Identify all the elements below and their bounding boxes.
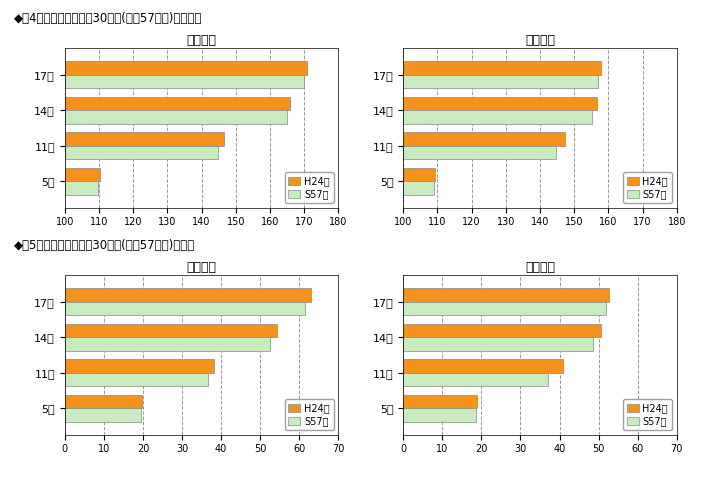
Bar [65, 110, 287, 124]
Bar [65, 337, 269, 351]
Bar [403, 395, 477, 408]
Bar [65, 408, 140, 422]
Bar [403, 302, 606, 315]
Bar [403, 61, 601, 75]
Legend: H24度, S57度: H24度, S57度 [284, 172, 333, 203]
Bar [403, 337, 593, 351]
Text: ◆围5　体重の平均値　30年前(昭和57年度)と比較: ◆围5 体重の平均値 30年前(昭和57年度)と比較 [14, 239, 196, 252]
Bar [403, 359, 563, 373]
Bar [65, 146, 218, 159]
Title: （男子）: （男子） [186, 261, 217, 274]
Text: ◆围4　身長の平均値　30年前(昭和57年度)との比較: ◆围4 身長の平均値 30年前(昭和57年度)との比較 [14, 12, 203, 25]
Bar [403, 373, 548, 386]
Legend: H24度, S57度: H24度, S57度 [623, 172, 672, 203]
Bar [403, 146, 557, 159]
Bar [65, 132, 224, 146]
Bar [403, 97, 597, 110]
Legend: H24度, S57度: H24度, S57度 [284, 399, 333, 430]
Bar [65, 181, 99, 195]
Bar [403, 110, 593, 124]
Bar [403, 408, 477, 422]
Bar [65, 168, 100, 181]
Bar [403, 324, 601, 337]
Text: （cm）: （cm） [650, 391, 677, 401]
Title: （男子）: （男子） [186, 34, 217, 47]
Bar [65, 61, 307, 75]
Bar [65, 75, 304, 88]
Bar [403, 75, 598, 88]
Text: （cm）: （cm） [312, 391, 338, 401]
Bar [403, 288, 609, 302]
Bar [403, 132, 565, 146]
Bar [65, 97, 290, 110]
Title: （女子）: （女子） [525, 261, 555, 274]
Bar [65, 373, 208, 386]
Title: （女子）: （女子） [525, 34, 555, 47]
Legend: H24度, S57度: H24度, S57度 [623, 399, 672, 430]
Bar [65, 302, 305, 315]
Bar [65, 324, 277, 337]
Bar [65, 359, 214, 373]
Bar [403, 168, 436, 181]
Bar [65, 288, 310, 302]
Bar [403, 181, 433, 195]
Bar [65, 395, 142, 408]
